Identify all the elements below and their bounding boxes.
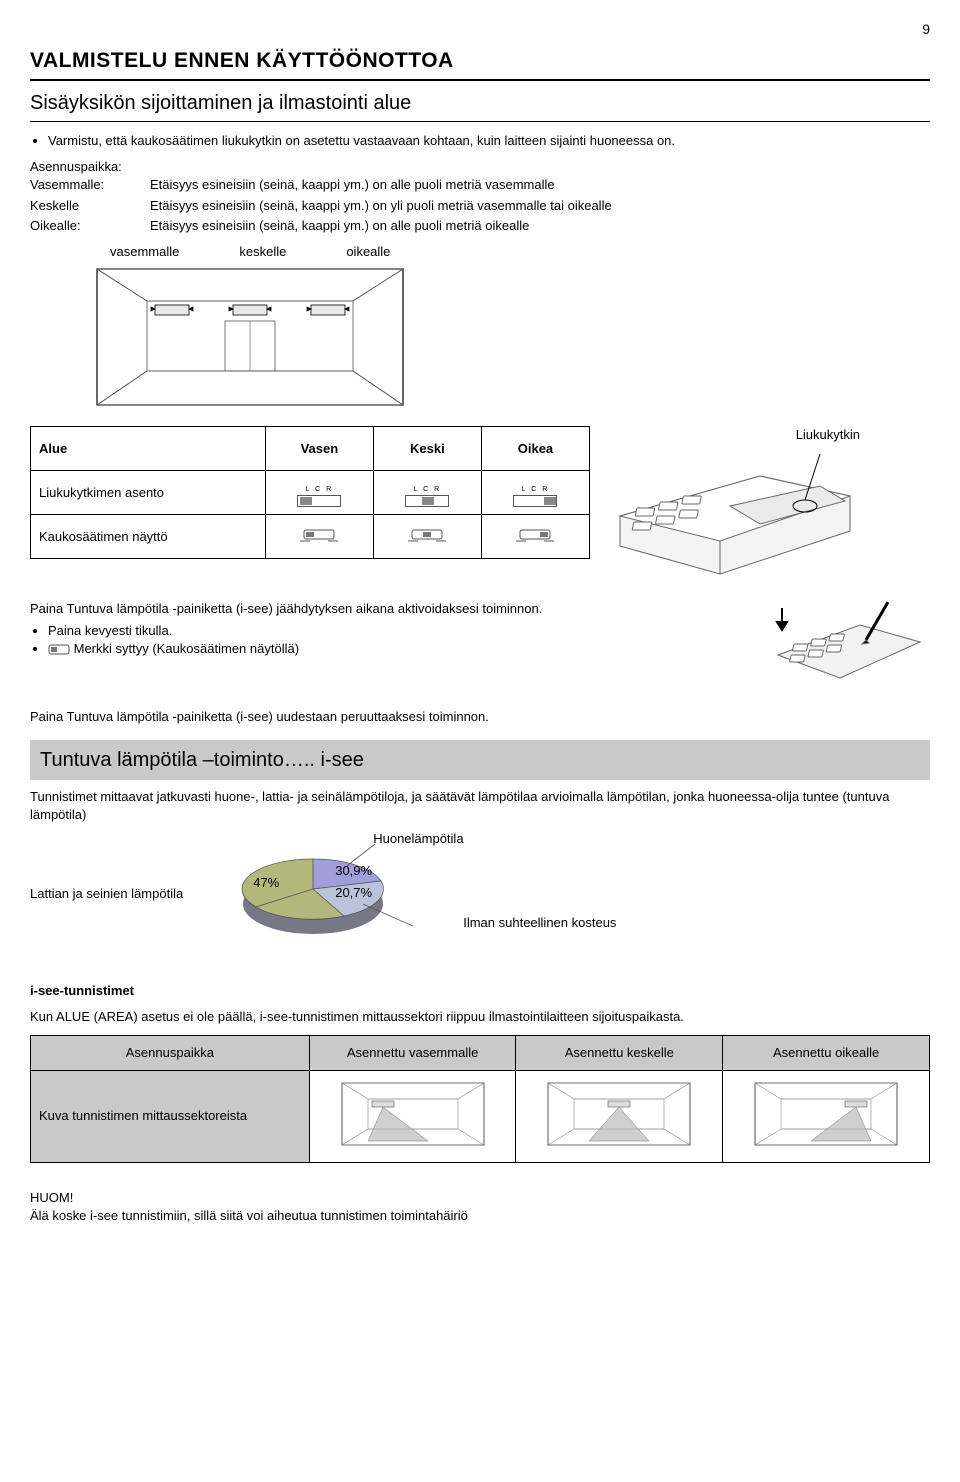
press-diagram <box>770 600 930 700</box>
isee-heading: i-see-tunnistimet <box>30 982 930 1000</box>
switch-cell: L C R <box>481 471 589 515</box>
sector-cell <box>723 1070 930 1162</box>
sector-cell <box>516 1070 723 1162</box>
install-heading: Asennuspaikka: <box>30 158 930 176</box>
sensor-table: Asennuspaikka Asennettu vasemmalle Asenn… <box>30 1035 930 1163</box>
row-display-label: Kaukosäätimen näyttö <box>31 515 266 559</box>
intro-bullet: Varmistu, että kaukosäätimen liukukytkin… <box>48 132 930 150</box>
room-diagram <box>95 267 405 407</box>
install-label: Oikealle: <box>30 217 150 235</box>
pie-top-label: Huonelämpötila <box>373 830 463 848</box>
instr-line2: Paina Tuntuva lämpötila -painiketta (i-s… <box>30 708 930 726</box>
display-mark-icon <box>48 643 70 657</box>
huom-label: HUOM! <box>30 1189 930 1207</box>
pie-left-label: Lattian ja seinien lämpötila <box>30 885 183 903</box>
instr-b1: Paina kevyesti tikulla. <box>48 622 740 640</box>
th-install-right: Asennettu oikealle <box>723 1035 930 1070</box>
th-center: Keski <box>373 427 481 471</box>
install-text: Etäisyys esineisiin (seinä, kaappi ym.) … <box>150 197 930 215</box>
pie-chart: Huonelämpötila 47% 30,9% 20,7% Ilman suh… <box>213 834 413 954</box>
pos-left: vasemmalle <box>110 243 179 261</box>
sub-title: Sisäyksikön sijoittaminen ja ilmastointi… <box>30 89 930 122</box>
instr-line1: Paina Tuntuva lämpötila -painiketta (i-s… <box>30 600 740 618</box>
install-text: Etäisyys esineisiin (seinä, kaappi ym.) … <box>150 217 930 235</box>
pie-pct-left: 47% <box>253 874 279 892</box>
th-left: Vasen <box>265 427 373 471</box>
install-text: Etäisyys esineisiin (seinä, kaappi ym.) … <box>150 176 930 194</box>
install-grid: Vasemmalle: Etäisyys esineisiin (seinä, … <box>30 176 930 235</box>
huom-text: Älä koske i-see tunnistimiin, sillä siit… <box>30 1207 930 1225</box>
install-label: Vasemmalle: <box>30 176 150 194</box>
install-label: Keskelle <box>30 197 150 215</box>
th-install-left: Asennettu vasemmalle <box>309 1035 516 1070</box>
main-title: VALMISTELU ENNEN KÄYTTÖÖNOTTOA <box>30 46 930 81</box>
display-cell <box>481 515 589 559</box>
slider-label: Liukukytkin <box>610 426 860 444</box>
display-cell <box>265 515 373 559</box>
isee-body: Kun ALUE (AREA) asetus ei ole päällä, i-… <box>30 1008 930 1026</box>
area-table: Alue Vasen Keski Oikea Liukukytkimen ase… <box>30 426 590 559</box>
page-number: 9 <box>30 20 930 40</box>
instr-b2: Merkki syttyy (Kaukosäätimen näytöllä) <box>48 640 740 658</box>
display-cell <box>373 515 481 559</box>
section2-body: Tunnistimet mittaavat jatkuvasti huone-,… <box>30 788 930 824</box>
switch-cell: L C R <box>265 471 373 515</box>
pos-right: oikealle <box>346 243 390 261</box>
section-bar: Tuntuva lämpötila –toiminto….. i-see <box>30 740 930 780</box>
switch-cell: L C R <box>373 471 481 515</box>
pos-center: keskelle <box>239 243 286 261</box>
pie-pct-r1: 30,9% <box>335 862 372 880</box>
position-labels: vasemmalle keskelle oikealle <box>110 243 930 261</box>
sector-cell <box>309 1070 516 1162</box>
th-install: Asennuspaikka <box>31 1035 310 1070</box>
th-install-center: Asennettu keskelle <box>516 1035 723 1070</box>
th-area: Alue <box>31 427 266 471</box>
pie-humidity-label: Ilman suhteellinen kosteus <box>463 914 616 932</box>
th-right: Oikea <box>481 427 589 471</box>
remote-diagram <box>610 446 860 576</box>
row-switch-label: Liukukytkimen asento <box>31 471 266 515</box>
pie-pct-r2: 20,7% <box>335 884 372 902</box>
row-sector-label: Kuva tunnistimen mittaussektoreista <box>31 1070 310 1162</box>
